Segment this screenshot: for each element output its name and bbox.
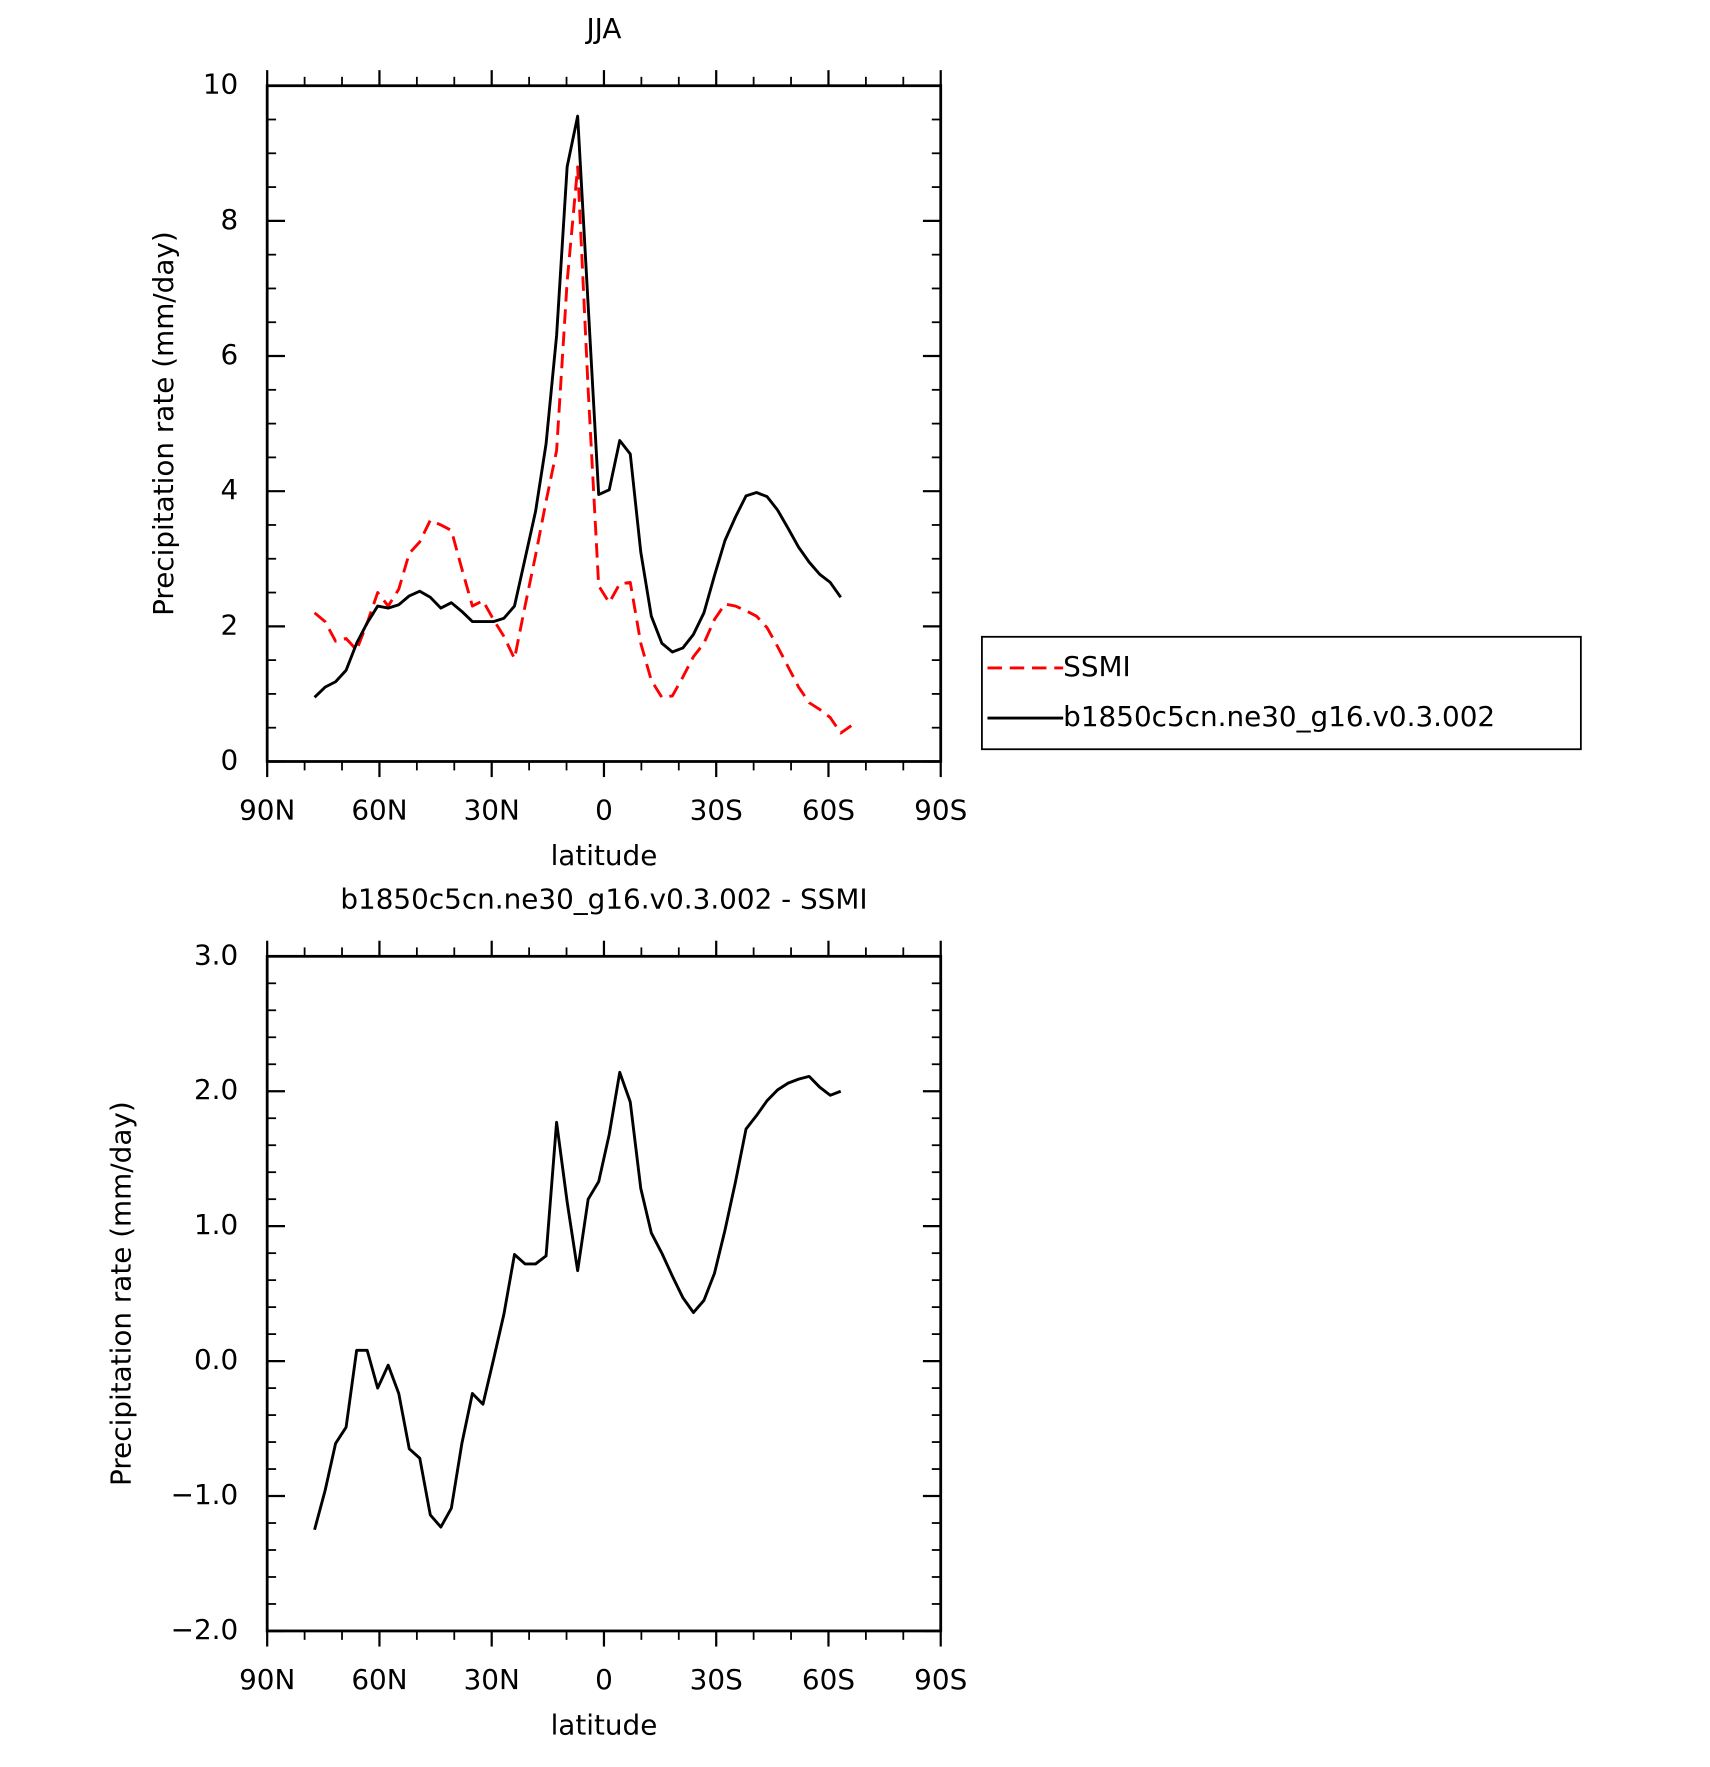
y-tick-label: 0 (221, 743, 239, 776)
y-tick-label: 3.0 (194, 938, 238, 971)
legend-label: b1850c5cn.ne30_g16.v0.3.002 (1063, 700, 1495, 733)
y-tick-label: 4 (221, 473, 239, 506)
data-line (313, 165, 853, 735)
x-tick-label: 0 (595, 794, 613, 827)
y-tick-label: 6 (221, 338, 239, 371)
chart-title: b1850c5cn.ne30_g16.v0.3.002 - SSMI (340, 883, 867, 916)
y-tick-label: 8 (221, 203, 239, 236)
y-axis-label: Precipitation rate (mm/day) (104, 1101, 137, 1486)
y-tick-label: 1.0 (194, 1208, 238, 1241)
x-tick-label: 90S (914, 794, 967, 827)
x-tick-label: 60N (351, 1663, 407, 1696)
legend-box (981, 635, 1582, 751)
x-axis-label: latitude (551, 839, 658, 872)
y-tick-label: 0.0 (194, 1343, 238, 1376)
y-tick-label: −2.0 (171, 1613, 239, 1646)
x-axis-label: latitude (551, 1709, 658, 1742)
x-tick-label: 60N (351, 794, 407, 827)
y-tick-label: 2 (221, 608, 239, 641)
plot-frame (265, 954, 943, 1633)
plot-frame (265, 84, 943, 763)
x-tick-label: 60S (802, 794, 855, 827)
x-tick-label: 90S (914, 1663, 967, 1696)
x-tick-label: 60S (802, 1663, 855, 1696)
x-tick-label: 90N (239, 1663, 295, 1696)
x-tick-label: 90N (239, 794, 295, 827)
x-tick-label: 30N (464, 794, 520, 827)
y-tick-label: −1.0 (171, 1478, 239, 1511)
y-tick-label: 2.0 (194, 1073, 238, 1106)
y-tick-label: 10 (203, 68, 238, 101)
x-tick-label: 30N (464, 1663, 520, 1696)
x-tick-label: 30S (690, 794, 743, 827)
chart-title: JJA (584, 12, 621, 45)
legend-label: SSMI (1063, 650, 1131, 683)
x-tick-label: 0 (595, 1663, 613, 1696)
x-tick-label: 30S (690, 1663, 743, 1696)
y-axis-label: Precipitation rate (mm/day) (147, 231, 180, 616)
data-line (313, 114, 842, 699)
data-line (313, 1070, 842, 1531)
